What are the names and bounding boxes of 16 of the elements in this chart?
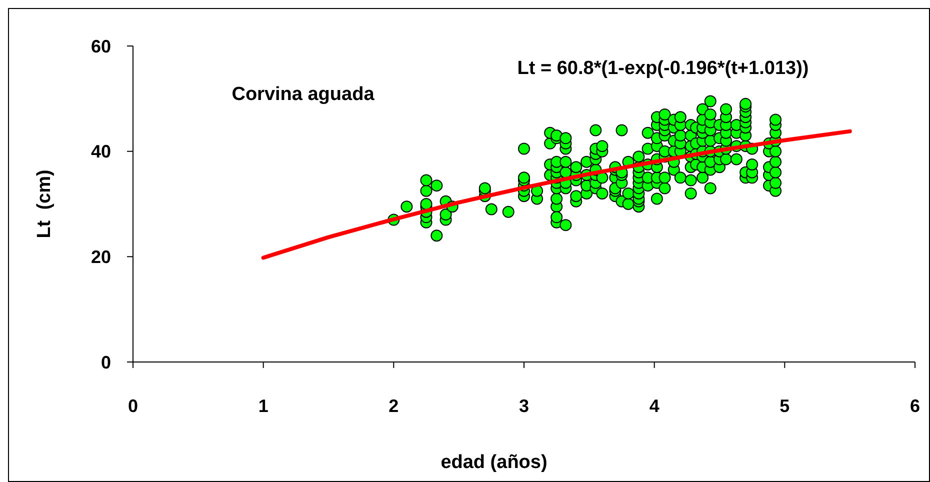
y-axis-title: Lt (cm) (34, 170, 55, 238)
y-tick-label: 40 (90, 142, 111, 162)
x-tick-label: 4 (649, 396, 660, 416)
y-tick-label: 0 (100, 352, 111, 372)
x-tick-label: 2 (388, 396, 399, 416)
x-tick-label: 3 (518, 396, 530, 416)
x-tick-label: 0 (128, 396, 138, 416)
x-tick-label: 6 (910, 396, 920, 416)
y-tick-label: 60 (90, 36, 111, 56)
annotation: Corvina aguada (232, 84, 375, 105)
annotation: Lt = 60.8*(1-exp(-0.196*(t+1.013)) (517, 58, 809, 79)
x-tick-label: 1 (258, 396, 268, 416)
line-series (261, 129, 852, 260)
x-tick-label: 5 (780, 396, 790, 416)
y-tick-label: 20 (90, 246, 111, 267)
x-axis-title: edad (años) (440, 452, 548, 473)
